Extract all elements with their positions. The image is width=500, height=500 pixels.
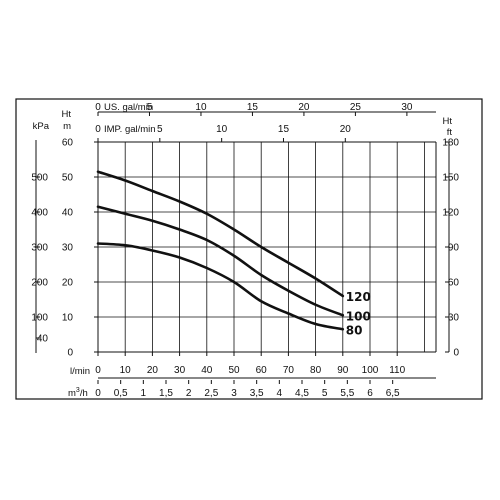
flow-m3h-tick-label: 6 [367,388,373,399]
flow-m3h-tick-label: 2 [186,388,192,399]
us-gal-tick-label: 0 [95,102,101,113]
head-m-tick-label: 30 [62,243,74,254]
imp-gal-tick-label: 20 [340,124,352,135]
pressure-kpa-tick-label: 500 [31,173,48,184]
head-m-tick-label: 40 [62,208,74,219]
head-m-tick-label: 60 [62,138,74,149]
flow-lmin-tick-label: 60 [256,365,268,376]
flow-m3h-tick-label: 4 [277,388,283,399]
pressure-kpa-tick-label: 200 [31,278,48,289]
us-gal-tick-label: 25 [350,102,362,113]
head-ft-unit: ft [447,127,453,138]
flow-m3h-tick-label: 2,5 [204,388,218,399]
flow-lmin-tick-label: 0 [95,365,101,376]
head-ft-tick-label: 30 [448,313,460,324]
flow-lmin-unit: l/min [70,366,90,377]
pressure-kpa-unit: kPa [33,121,50,132]
flow-lmin-tick-label: 50 [228,365,240,376]
curve-label-80: 80 [346,323,363,337]
us-gal-tick-label: 10 [195,102,207,113]
curve-80 [96,242,345,331]
outer-frame [15,98,483,400]
head-m-tick-label: 50 [62,173,74,184]
pressure-kpa-tick-label: 40 [37,334,49,345]
curve-label-100: 100 [346,309,371,323]
flow-lmin-tick-label: 80 [310,365,322,376]
imp-gal-tick-label: 10 [216,124,228,135]
head-ft-tick-label: 180 [442,138,459,149]
us-gal-tick-label: 5 [147,102,153,113]
imp-gal-tick-label: 0 [95,124,101,135]
flow-m3h-unit-sup: 3 [76,387,80,394]
us-gal-unit: US. gal/min [104,102,153,113]
pressure-kpa-tick-label: 100 [31,313,48,324]
flow-lmin-tick-label: 10 [120,365,132,376]
flow-m3h-tick-label: 3 [231,388,237,399]
head-m-tick-label: 0 [67,348,73,359]
curve-120 [96,170,345,298]
pressure-kpa-tick-label: 400 [31,208,48,219]
pressure-kpa-tick-label: 300 [31,243,48,254]
flow-m3h-tick-label: 1 [141,388,147,399]
flow-m3h-tick-label: 6,5 [386,388,400,399]
flow-lmin-tick-label: 70 [283,365,295,376]
head-m-tick-label: 10 [62,313,74,324]
curve-label-120: 120 [346,290,371,304]
head-ft-tick-label: 120 [442,208,459,219]
head-ft-tick-label: 0 [453,348,459,359]
flow-m3h-tick-label: 3,5 [250,388,264,399]
us-gal-tick-label: 30 [401,102,413,113]
head-m-unit: m [63,121,71,132]
flow-lmin-tick-label: 90 [337,365,349,376]
imp-gal-unit: IMP. gal/min [104,124,156,135]
flow-m3h-tick-label: 5 [322,388,328,399]
head-ft-unit-top: Ht [443,116,453,127]
flow-m3h-unit-tail: /h [80,388,88,399]
head-ft-tick-label: 60 [448,278,460,289]
imp-gal-tick-label: 5 [157,124,163,135]
head-m-tick-label: 20 [62,278,74,289]
us-gal-tick-label: 15 [247,102,259,113]
flow-m3h-tick-label: 5,5 [340,388,354,399]
flow-m3h-tick-label: 4,5 [295,388,309,399]
flow-m3h-tick-label: 1,5 [159,388,173,399]
flow-m3h-unit: m3/h [68,387,88,399]
head-ft-tick-label: 90 [448,243,460,254]
flow-lmin-tick-label: 100 [362,365,379,376]
flow-m3h-tick-label: 0,5 [114,388,128,399]
flow-lmin-tick-label: 40 [201,365,213,376]
flow-lmin-tick-label: 20 [147,365,159,376]
flow-lmin-tick-label: 110 [389,365,405,376]
flow-m3h-tick-label: 0 [95,388,101,399]
imp-gal-tick-label: 15 [278,124,290,135]
head-ft-tick-label: 150 [442,173,459,184]
flow-lmin-tick-label: 30 [174,365,186,376]
us-gal-tick-label: 20 [298,102,310,113]
curve-100 [96,205,345,317]
head-m-unit-top: Ht [62,109,72,120]
